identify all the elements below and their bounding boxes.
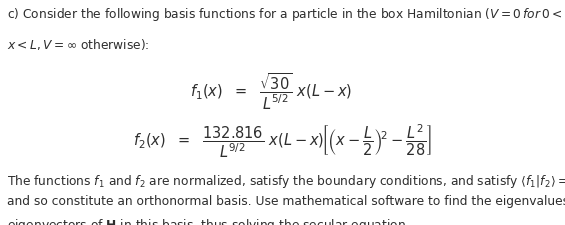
Text: $f_2(x)\ \ =\ \ \dfrac{132.816}{L^{9/2}}\ x(L - x)\!\left[\left(x - \dfrac{L}{2}: $f_2(x)\ \ =\ \ \dfrac{132.816}{L^{9/2}}… — [133, 122, 432, 159]
Text: $f_1(x)\ \ =\ \ \dfrac{\sqrt{30}}{L^{5/2}}\ x(L - x)$: $f_1(x)\ \ =\ \ \dfrac{\sqrt{30}}{L^{5/2… — [190, 72, 353, 112]
Text: c) Consider the following basis functions for a particle in the box Hamiltonian : c) Consider the following basis function… — [7, 6, 562, 23]
Text: eigenvectors of $\mathbf{H}$ in this basis, thus solving the secular equation.: eigenvectors of $\mathbf{H}$ in this bas… — [7, 216, 409, 225]
Text: and so constitute an orthonormal basis. Use mathematical software to find the ei: and so constitute an orthonormal basis. … — [7, 195, 565, 208]
Text: $x < L, V = \infty$ otherwise):: $x < L, V = \infty$ otherwise): — [7, 36, 149, 51]
Text: The functions $f_1$ and $f_2$ are normalized, satisfy the boundary conditions, a: The functions $f_1$ and $f_2$ are normal… — [7, 172, 565, 189]
